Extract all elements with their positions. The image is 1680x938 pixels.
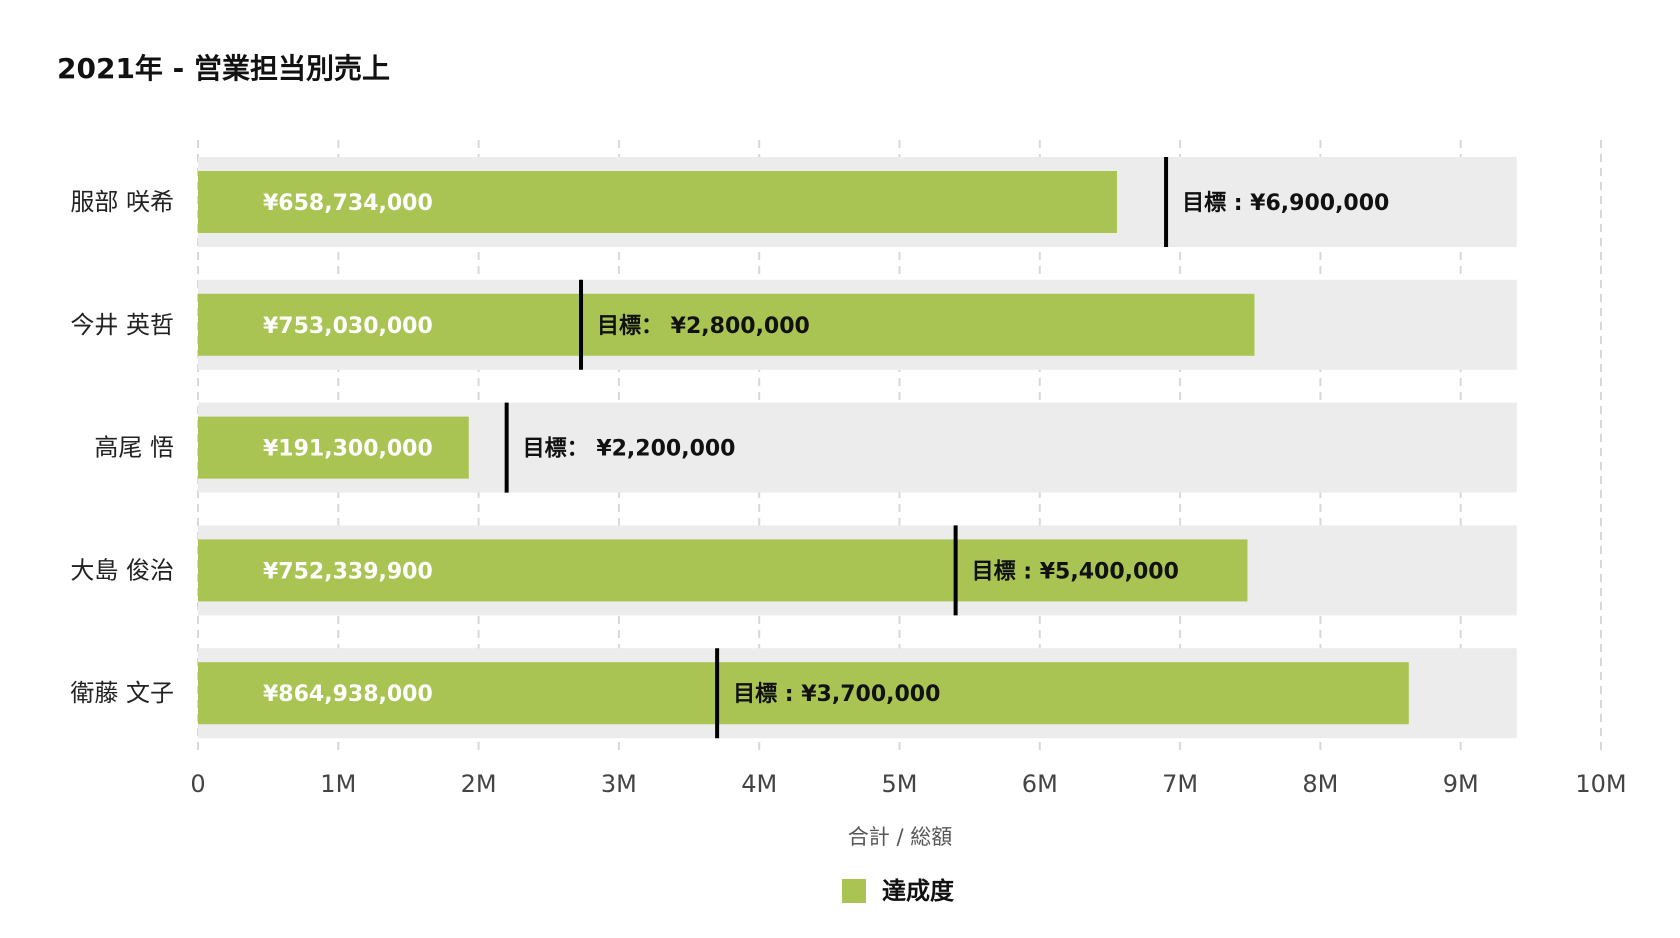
value-label: ¥658,734,000 [263,191,433,216]
bar-row: 大島 俊治 ¥752,339,900 目標 : ¥5,400,000 [70,525,1517,616]
target-label: 目標 : ¥5,400,000 [972,559,1179,584]
x-axis-ticks: 0 1M 2M 3M 4M 5M 6M 7M 8M 9M 10M [190,770,1626,798]
x-tick-label: 1M [320,770,356,798]
x-tick-label: 10M [1575,770,1626,798]
x-tick-label: 7M [1162,770,1198,798]
target-label: 目標 : ¥3,700,000 [733,682,940,707]
value-label: ¥753,030,000 [263,314,433,339]
value-label: ¥191,300,000 [263,437,433,462]
legend-swatch [842,879,866,903]
category-label: 今井 英哲 [70,311,174,339]
value-label: ¥864,938,000 [263,682,433,707]
category-label: 大島 俊治 [70,556,174,584]
bar-row: 衛藤 文子 ¥864,938,000 目標 : ¥3,700,000 [70,648,1517,739]
achievement-bar [198,662,1409,725]
bar-row: 今井 英哲 ¥753,030,000 目標： ¥2,800,000 [70,279,1517,370]
x-tick-label: 2M [461,770,497,798]
achievement-bar [198,416,469,479]
legend: 達成度 [842,877,955,905]
x-axis-label: 合計 / 総額 [848,825,952,849]
x-tick-label: 0 [190,770,205,798]
bar-row: 服部 咲希 ¥658,734,000 目標 : ¥6,900,000 [70,157,1517,247]
x-tick-label: 3M [601,770,637,798]
x-tick-label: 9M [1443,770,1479,798]
target-label: 目標： ¥2,800,000 [597,314,810,339]
category-label: 服部 咲希 [70,188,174,216]
category-label: 高尾 悟 [94,434,174,462]
bar-row: 高尾 悟 ¥191,300,000 目標： ¥2,200,000 [94,402,1517,493]
category-label: 衛藤 文子 [70,679,174,707]
x-tick-label: 8M [1302,770,1338,798]
x-tick-label: 6M [1022,770,1058,798]
target-label: 目標： ¥2,200,000 [523,437,736,462]
x-tick-label: 4M [741,770,777,798]
target-label: 目標 : ¥6,900,000 [1182,191,1389,216]
chart-title: 2021年 - 営業担当別売上 [57,52,390,85]
value-label: ¥752,339,900 [263,559,433,584]
legend-label: 達成度 [882,877,955,905]
achievement-bar [198,293,1255,356]
x-tick-label: 5M [882,770,918,798]
achievement-bar [198,171,1117,233]
bar-rows: 服部 咲希 ¥658,734,000 目標 : ¥6,900,000 今井 英哲 ¥75… [70,157,1517,739]
achievement-bar [198,539,1248,602]
